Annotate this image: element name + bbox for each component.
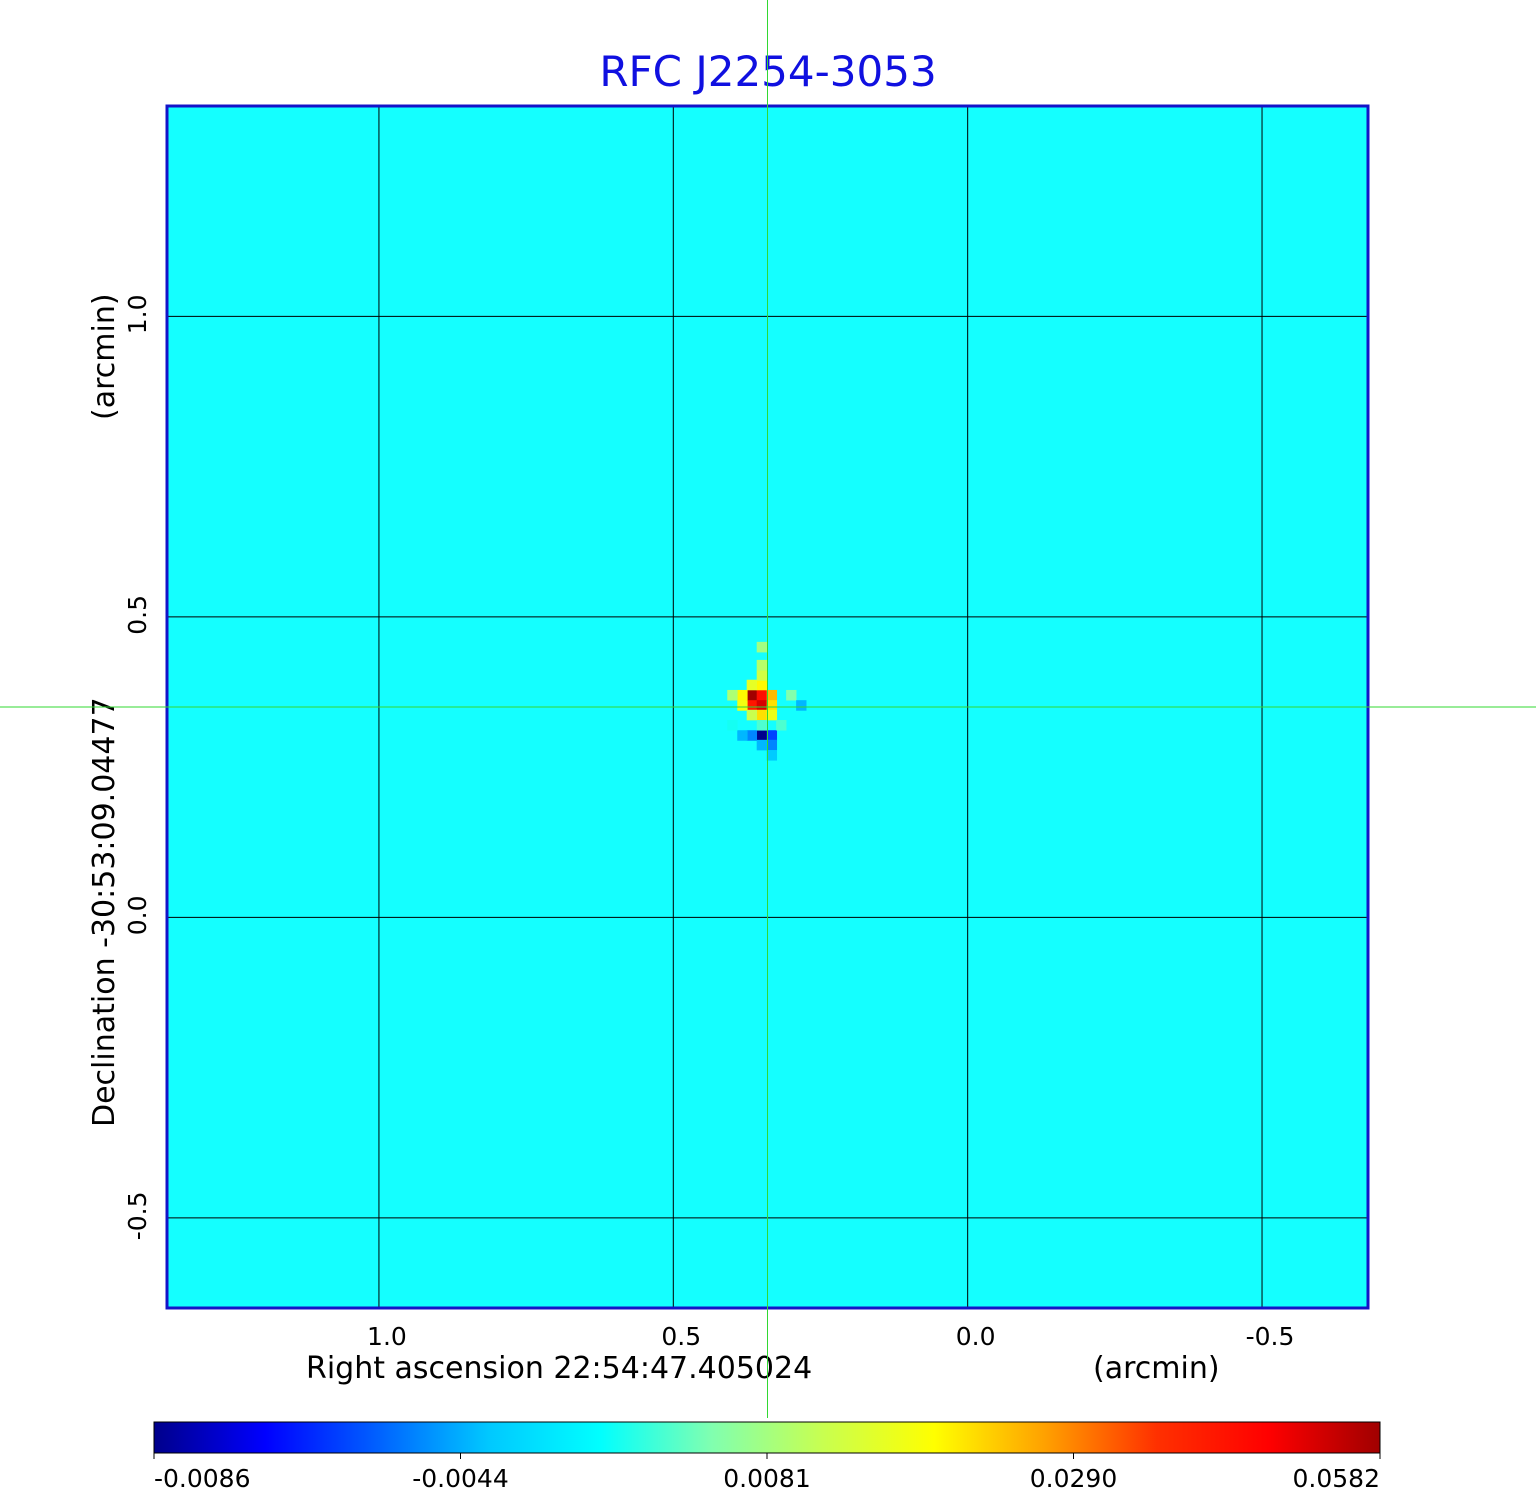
source-pixel <box>746 709 758 721</box>
source-pixel <box>796 700 807 711</box>
source-pixel <box>756 689 768 701</box>
source-pixel <box>727 689 738 701</box>
source-pixel <box>737 689 748 701</box>
y-axis-label: Declination -30:53:09.04477 <box>87 697 122 1127</box>
source-pixel <box>756 709 768 721</box>
colorbar-tick-labels: -0.0086 -0.0044 0.0081 0.0290 0.0582 <box>153 1453 1381 1493</box>
source-pixel <box>756 641 768 653</box>
source-pixel <box>746 730 758 741</box>
source-pixel <box>766 750 778 761</box>
source-pixels <box>727 641 807 761</box>
x-tick-label: 0.5 <box>661 1322 701 1351</box>
source-pixel <box>727 720 738 731</box>
x-axis-label: Right ascension 22:54:47.405024 <box>306 1351 812 1386</box>
source-pixel <box>766 709 778 721</box>
source-pixel <box>786 689 797 701</box>
source-pixel <box>746 700 758 711</box>
y-tick-label: 0.0 <box>123 895 152 935</box>
source-pixel <box>766 730 778 741</box>
x-tick-labels: 1.0 0.5 0.0 -0.5 <box>367 1322 1294 1351</box>
y-tick-labels: 1.0 0.5 0.0 -0.5 <box>123 294 152 1240</box>
source-pixel <box>746 679 758 691</box>
source-pixel <box>766 739 778 751</box>
source-pixel <box>756 670 768 681</box>
x-tick-label: -0.5 <box>1246 1322 1295 1351</box>
source-pixel <box>756 720 768 731</box>
source-pixel <box>756 700 768 711</box>
x-tick-label: 0.0 <box>956 1322 996 1351</box>
source-pixel <box>737 730 748 741</box>
colorbar-tick-label: 0.0081 <box>723 1464 810 1493</box>
x-axis-unit: (arcmin) <box>1093 1351 1220 1386</box>
crosshair <box>0 0 1536 1418</box>
y-tick-label: 1.0 <box>123 294 152 334</box>
source-pixel <box>756 679 768 691</box>
y-tick-label: -0.5 <box>123 1191 152 1240</box>
colorbar-tick-label: -0.0086 <box>154 1464 251 1493</box>
colorbar-tick-label: 0.0290 <box>1030 1464 1117 1493</box>
colorbar-tick-label: 0.0582 <box>1293 1464 1380 1493</box>
source-pixel <box>756 730 768 741</box>
source-pixel <box>776 720 787 731</box>
x-tick-label: 1.0 <box>367 1322 407 1351</box>
source-pixel <box>766 689 778 701</box>
y-tick-label: 0.5 <box>123 595 152 635</box>
source-pixel <box>737 700 748 711</box>
colorbar-tick-label: -0.0044 <box>412 1464 509 1493</box>
colorbar <box>153 1421 1381 1454</box>
source-pixel <box>756 659 768 671</box>
source-pixel <box>756 739 768 751</box>
y-axis-unit: (arcmin) <box>87 293 122 420</box>
source-pixel <box>746 689 758 701</box>
source-pixel <box>766 700 778 711</box>
